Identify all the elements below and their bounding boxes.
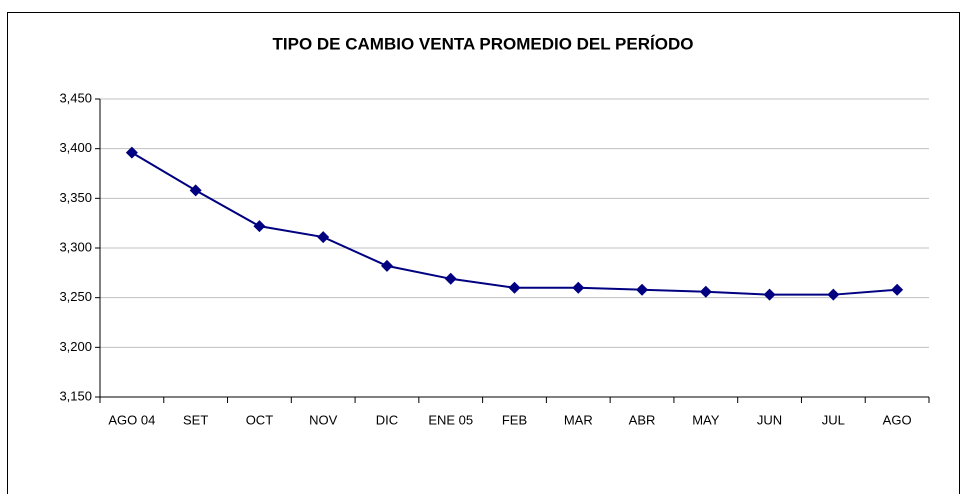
x-tick-label: MAY	[692, 412, 720, 427]
x-tick-label: JUL	[822, 412, 845, 427]
data-point	[699, 285, 712, 298]
x-tick-label: NOV	[309, 412, 338, 427]
y-tick-label: 3,250	[59, 289, 92, 304]
x-tick-label: ENE 05	[428, 412, 473, 427]
x-tick-label: AGO 04	[108, 412, 155, 427]
y-tick-label: 3,400	[59, 140, 92, 155]
data-point	[891, 283, 904, 296]
data-point	[253, 220, 266, 233]
x-tick-label: OCT	[246, 412, 274, 427]
x-tick-label: ABR	[629, 412, 656, 427]
data-point	[444, 272, 457, 285]
data-point	[508, 281, 521, 294]
x-tick-label: SET	[183, 412, 208, 427]
chart-border	[7, 12, 960, 494]
data-point	[763, 288, 776, 301]
data-point	[380, 259, 393, 272]
x-tick-label: JUN	[757, 412, 782, 427]
data-point	[189, 184, 202, 197]
x-tick-label: DIC	[376, 412, 398, 427]
data-point	[572, 281, 585, 294]
y-tick-label: 3,450	[59, 90, 92, 105]
data-point	[125, 146, 138, 159]
chart-title: TIPO DE CAMBIO VENTA PROMEDIO DEL PERÍOD…	[273, 34, 694, 53]
y-tick-label: 3,300	[59, 239, 92, 254]
y-tick-label: 3,150	[59, 388, 92, 403]
x-tick-label: FEB	[502, 412, 527, 427]
x-tick-label: MAR	[564, 412, 593, 427]
y-tick-label: 3,350	[59, 190, 92, 205]
x-tick-label: AGO	[883, 412, 912, 427]
y-tick-label: 3,200	[59, 339, 92, 354]
data-point	[636, 283, 649, 296]
data-point	[827, 288, 840, 301]
data-point	[317, 231, 330, 244]
